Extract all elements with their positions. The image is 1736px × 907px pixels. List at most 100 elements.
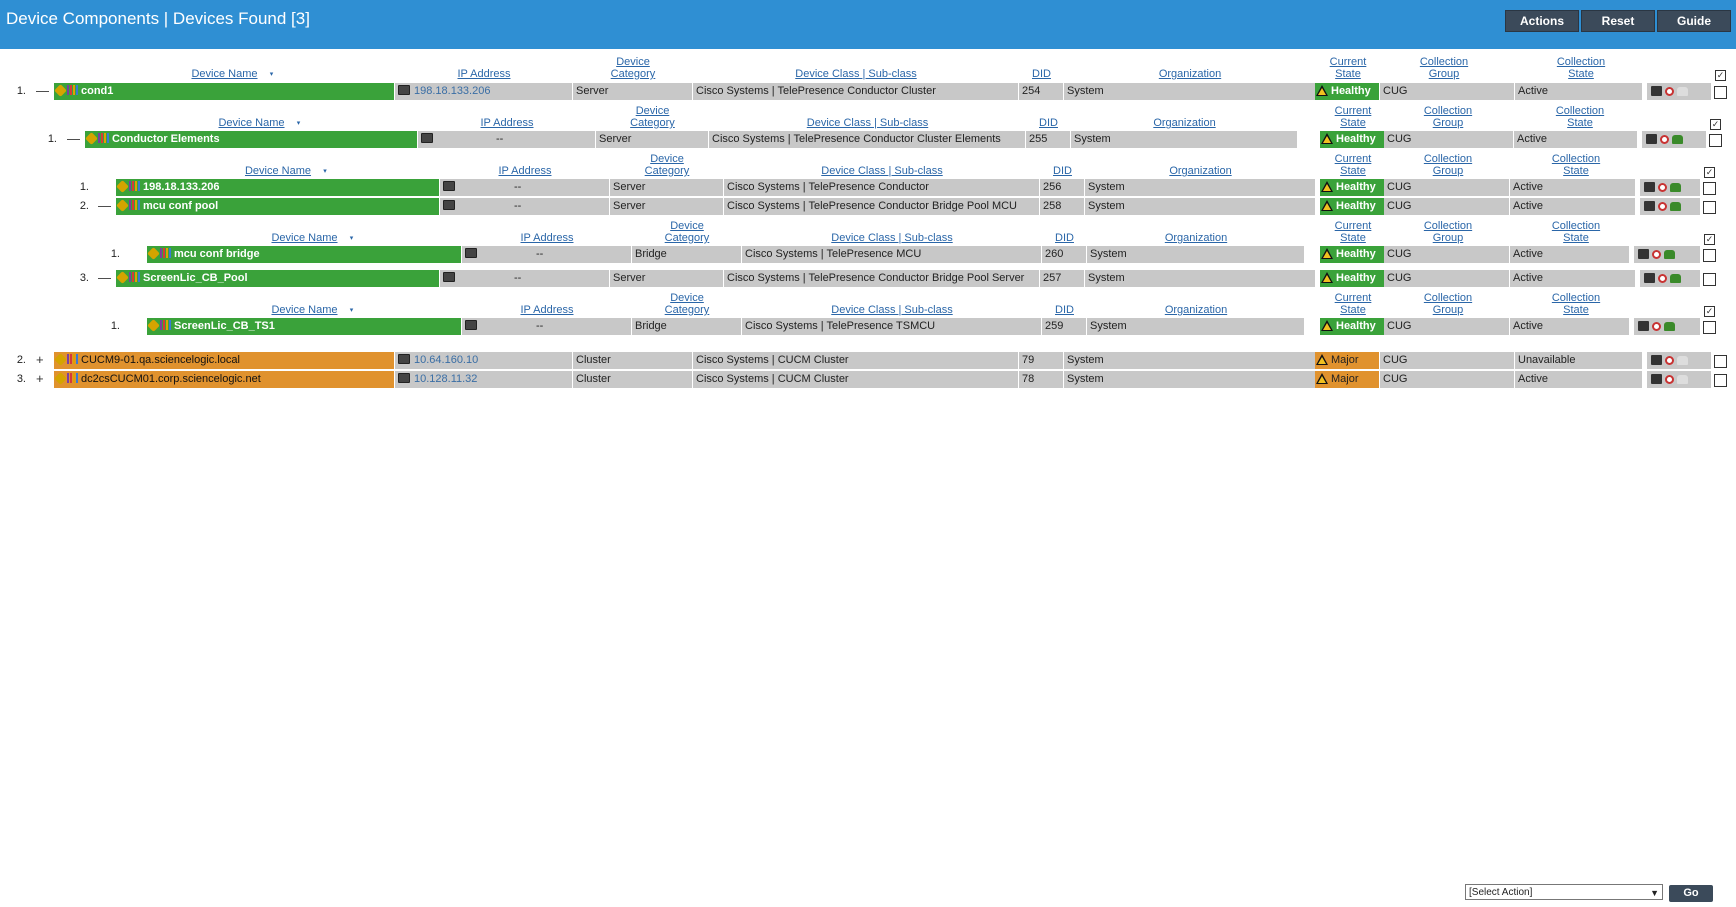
print-icon[interactable]	[1651, 355, 1662, 365]
current-state-header[interactable]: Current	[1334, 105, 1372, 117]
device-name-cell[interactable]: ScreenLic_CB_Pool	[116, 270, 440, 287]
expand-toggle[interactable]: —	[36, 83, 49, 98]
vehicle-icon[interactable]	[1664, 250, 1675, 259]
row-checkbox[interactable]	[1714, 355, 1727, 368]
print-icon[interactable]	[1644, 201, 1655, 211]
performance-bars-icon[interactable]	[98, 133, 109, 143]
device-category-line2-header[interactable]: Category	[664, 232, 710, 244]
did-header[interactable]: DID	[1032, 68, 1051, 80]
device-name-cell[interactable]: mcu conf bridge	[147, 246, 462, 263]
select-all-checkbox[interactable]: ✓	[1715, 70, 1726, 81]
collection-state-line2-header[interactable]: State	[1563, 232, 1589, 244]
did-header[interactable]: DID	[1055, 304, 1074, 316]
collection-state-line2-header[interactable]: State	[1563, 165, 1589, 177]
device-name-link[interactable]: mcu conf pool	[143, 200, 219, 212]
wrench-icon[interactable]	[116, 271, 129, 284]
device-name-link[interactable]: dc2csCUCM01.corp.sciencelogic.net	[81, 373, 261, 385]
collection-group-header[interactable]: Collection	[1423, 105, 1473, 117]
collection-group-header[interactable]: Collection	[1423, 220, 1473, 232]
device-category-line2-header[interactable]: Category	[630, 117, 675, 129]
did-header[interactable]: DID	[1053, 165, 1072, 177]
collection-group-header[interactable]: Collection	[1423, 292, 1473, 304]
row-checkbox[interactable]	[1703, 249, 1716, 262]
device-category-header[interactable]: Device	[670, 220, 704, 232]
device-name-link[interactable]: cond1	[81, 85, 114, 97]
select-all-checkbox[interactable]: ✓	[1704, 306, 1715, 317]
device-name-header[interactable]: Device Name	[218, 117, 285, 129]
device-name-cell[interactable]: dc2csCUCM01.corp.sciencelogic.net	[54, 371, 395, 388]
device-category-header[interactable]: Device	[635, 105, 670, 117]
collection-group-line2-header[interactable]: Group	[1432, 165, 1464, 177]
current-state-header[interactable]: Current	[1334, 220, 1372, 232]
performance-bars-icon[interactable]	[160, 320, 171, 330]
go-button[interactable]: Go	[1669, 885, 1713, 902]
device-class-header[interactable]: Device Class | Sub-class	[831, 304, 953, 316]
vehicle-icon[interactable]	[1670, 202, 1681, 211]
current-state-header[interactable]: Current	[1334, 292, 1372, 304]
device-name-link[interactable]: mcu conf bridge	[174, 248, 260, 260]
print-icon[interactable]	[1651, 374, 1662, 384]
select-all-checkbox[interactable]: ✓	[1704, 234, 1715, 245]
lifering-icon[interactable]	[1658, 274, 1667, 283]
collection-group-header[interactable]: Collection	[1423, 153, 1473, 165]
row-checkbox[interactable]	[1714, 374, 1727, 387]
device-name-cell[interactable]: Conductor Elements	[85, 131, 418, 148]
device-category-line2-header[interactable]: Category	[644, 165, 690, 177]
row-checkbox[interactable]	[1703, 201, 1716, 214]
print-icon[interactable]	[1638, 249, 1649, 259]
expand-toggle[interactable]: +	[36, 352, 44, 367]
row-checkbox[interactable]	[1709, 134, 1722, 147]
wrench-icon[interactable]	[54, 84, 67, 97]
print-icon[interactable]	[1646, 134, 1657, 144]
device-name-link[interactable]: Conductor Elements	[112, 133, 220, 145]
organization-header[interactable]: Organization	[1164, 304, 1228, 316]
select-action-dropdown[interactable]: [Select Action] ▼	[1465, 884, 1663, 900]
wrench-icon[interactable]	[116, 199, 129, 212]
vehicle-icon[interactable]	[1664, 322, 1675, 331]
lifering-icon[interactable]	[1665, 356, 1674, 365]
collection-state-header[interactable]: Collection	[1556, 56, 1606, 68]
device-name-header[interactable]: Device Name	[244, 165, 312, 177]
lifering-icon[interactable]	[1658, 183, 1667, 192]
organization-header[interactable]: Organization	[1169, 165, 1232, 177]
performance-bars-icon[interactable]	[129, 181, 140, 191]
lifering-icon[interactable]	[1665, 87, 1674, 96]
lifering-icon[interactable]	[1660, 135, 1669, 144]
collection-group-line2-header[interactable]: Group	[1432, 232, 1464, 244]
device-name-link[interactable]: ScreenLic_CB_TS1	[174, 320, 275, 332]
current-state-header[interactable]: Current	[1334, 153, 1372, 165]
collection-group-line2-header[interactable]: Group	[1428, 68, 1460, 80]
collection-state-header[interactable]: Collection	[1555, 105, 1605, 117]
print-icon[interactable]	[1638, 321, 1649, 331]
current-state-header[interactable]: Current	[1329, 56, 1367, 68]
collection-group-header[interactable]: Collection	[1419, 56, 1469, 68]
performance-bars-icon[interactable]	[129, 272, 140, 282]
guide-button[interactable]: Guide	[1657, 10, 1731, 32]
vehicle-icon[interactable]	[1677, 356, 1688, 365]
collection-state-header[interactable]: Collection	[1551, 153, 1601, 165]
select-all-checkbox[interactable]: ✓	[1710, 119, 1721, 130]
collection-state-line2-header[interactable]: State	[1567, 117, 1593, 129]
collection-state-header[interactable]: Collection	[1551, 220, 1601, 232]
device-class-header[interactable]: Device Class | Sub-class	[831, 232, 953, 244]
device-category-line2-header[interactable]: Category	[610, 68, 656, 80]
collection-group-line2-header[interactable]: Group	[1432, 304, 1464, 316]
row-checkbox[interactable]	[1714, 86, 1727, 99]
lifering-icon[interactable]	[1658, 202, 1667, 211]
expand-toggle[interactable]: —	[98, 198, 111, 213]
device-name-header[interactable]: Device Name	[271, 304, 338, 316]
row-checkbox[interactable]	[1703, 273, 1716, 286]
did-header[interactable]: DID	[1039, 117, 1058, 129]
performance-bars-icon[interactable]	[160, 248, 171, 258]
select-all-checkbox[interactable]: ✓	[1704, 167, 1715, 178]
ip-address-header[interactable]: IP Address	[520, 304, 574, 316]
performance-bars-icon[interactable]	[67, 354, 78, 364]
current-state-line2-header[interactable]: State	[1340, 117, 1366, 129]
expand-toggle[interactable]: +	[36, 371, 44, 386]
collection-state-line2-header[interactable]: State	[1563, 304, 1589, 316]
ip-address-header[interactable]: IP Address	[520, 232, 574, 244]
ip-address-value[interactable]: 10.64.160.10	[414, 354, 479, 366]
lifering-icon[interactable]	[1652, 250, 1661, 259]
vehicle-icon[interactable]	[1677, 87, 1688, 96]
device-class-header[interactable]: Device Class | Sub-class	[795, 68, 917, 80]
